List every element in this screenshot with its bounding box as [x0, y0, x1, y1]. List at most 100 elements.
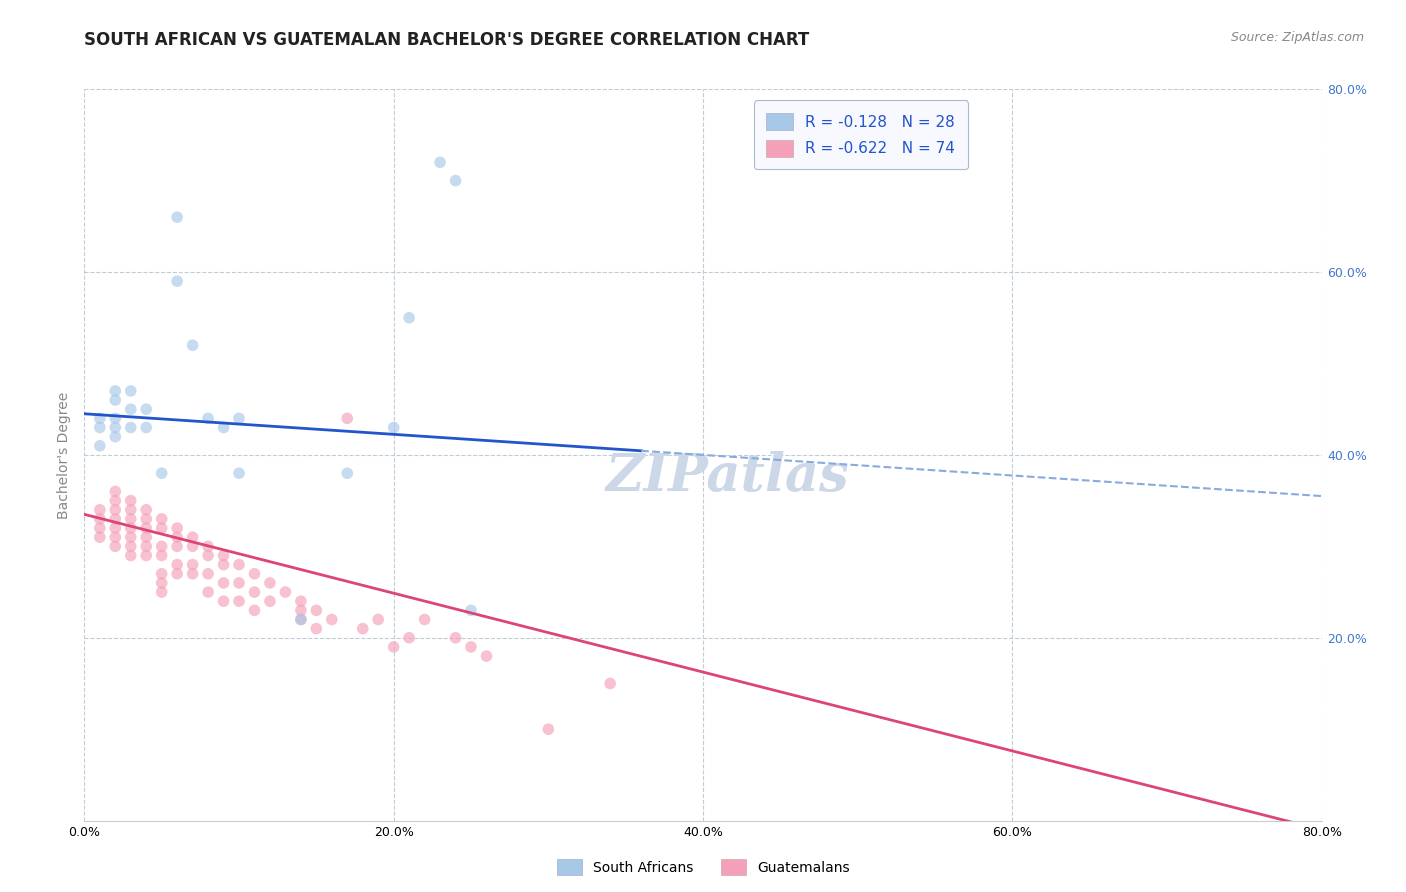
Point — [104, 512, 127, 526]
Point — [212, 594, 235, 608]
Point — [243, 603, 266, 617]
Point — [537, 723, 560, 737]
Point — [166, 211, 188, 225]
Point — [104, 539, 127, 553]
Point — [305, 603, 328, 617]
Point — [166, 521, 188, 535]
Point — [166, 539, 188, 553]
Point — [197, 411, 219, 425]
Point — [120, 493, 142, 508]
Point — [181, 338, 204, 352]
Point — [150, 512, 173, 526]
Point — [243, 566, 266, 581]
Point — [89, 530, 111, 544]
Legend: R = -0.128   N = 28, R = -0.622   N = 74: R = -0.128 N = 28, R = -0.622 N = 74 — [754, 101, 967, 169]
Point — [89, 411, 111, 425]
Point — [166, 530, 188, 544]
Point — [104, 484, 127, 499]
Point — [398, 631, 420, 645]
Point — [444, 174, 467, 188]
Point — [228, 411, 250, 425]
Text: SOUTH AFRICAN VS GUATEMALAN BACHELOR'S DEGREE CORRELATION CHART: SOUTH AFRICAN VS GUATEMALAN BACHELOR'S D… — [84, 31, 810, 49]
Point — [197, 549, 219, 563]
Point — [89, 420, 111, 434]
Point — [382, 420, 405, 434]
Point — [212, 549, 235, 563]
Point — [305, 622, 328, 636]
Point — [429, 155, 451, 169]
Point — [120, 402, 142, 417]
Point — [212, 420, 235, 434]
Point — [197, 566, 219, 581]
Point — [120, 521, 142, 535]
Point — [166, 274, 188, 288]
Point — [150, 466, 173, 480]
Point — [228, 576, 250, 591]
Point — [104, 384, 127, 398]
Point — [181, 558, 204, 572]
Point — [135, 530, 157, 544]
Point — [104, 521, 127, 535]
Point — [104, 420, 127, 434]
Point — [104, 530, 127, 544]
Point — [120, 502, 142, 516]
Point — [460, 603, 482, 617]
Point — [89, 439, 111, 453]
Point — [135, 521, 157, 535]
Point — [460, 640, 482, 654]
Point — [290, 613, 312, 627]
Point — [475, 649, 498, 664]
Point — [228, 594, 250, 608]
Point — [150, 549, 173, 563]
Point — [104, 430, 127, 444]
Point — [104, 502, 127, 516]
Point — [120, 530, 142, 544]
Point — [181, 530, 204, 544]
Point — [212, 576, 235, 591]
Point — [135, 549, 157, 563]
Point — [120, 539, 142, 553]
Point — [398, 310, 420, 325]
Point — [150, 585, 173, 599]
Point — [150, 576, 173, 591]
Point — [135, 502, 157, 516]
Point — [197, 539, 219, 553]
Point — [120, 549, 142, 563]
Point — [89, 512, 111, 526]
Point — [89, 502, 111, 516]
Point — [166, 558, 188, 572]
Point — [321, 613, 343, 627]
Point — [150, 521, 173, 535]
Point — [413, 613, 436, 627]
Point — [104, 493, 127, 508]
Point — [228, 466, 250, 480]
Point — [104, 392, 127, 407]
Point — [150, 566, 173, 581]
Point — [290, 603, 312, 617]
Point — [290, 613, 312, 627]
Point — [135, 539, 157, 553]
Point — [120, 420, 142, 434]
Point — [336, 411, 359, 425]
Point — [444, 631, 467, 645]
Point — [120, 512, 142, 526]
Point — [89, 521, 111, 535]
Point — [336, 466, 359, 480]
Point — [599, 676, 621, 690]
Point — [104, 411, 127, 425]
Point — [259, 576, 281, 591]
Point — [367, 613, 389, 627]
Point — [166, 566, 188, 581]
Point — [274, 585, 297, 599]
Point — [120, 384, 142, 398]
Point — [290, 594, 312, 608]
Point — [135, 512, 157, 526]
Point — [197, 585, 219, 599]
Point — [228, 558, 250, 572]
Text: Source: ZipAtlas.com: Source: ZipAtlas.com — [1230, 31, 1364, 45]
Point — [150, 539, 173, 553]
Point — [212, 558, 235, 572]
Point — [382, 640, 405, 654]
Legend: South Africans, Guatemalans: South Africans, Guatemalans — [551, 854, 855, 880]
Text: ZIPatlas: ZIPatlas — [606, 451, 849, 502]
